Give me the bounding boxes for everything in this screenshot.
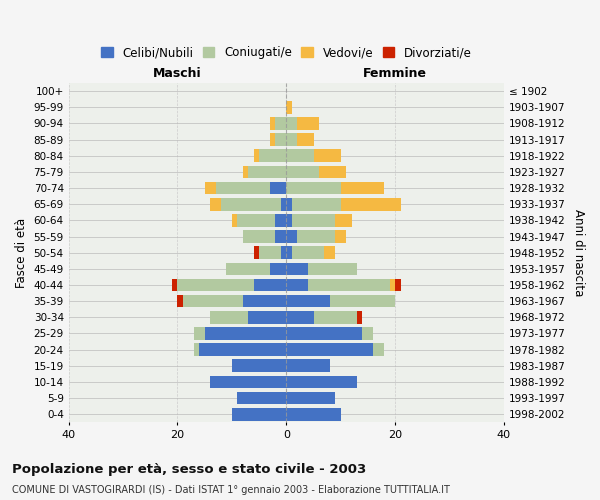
- Text: Femmine: Femmine: [363, 67, 427, 80]
- Bar: [275, 230, 286, 243]
- Bar: [210, 198, 221, 210]
- Bar: [281, 246, 286, 259]
- Y-axis label: Anni di nascita: Anni di nascita: [572, 209, 585, 296]
- Bar: [286, 262, 308, 275]
- Bar: [275, 117, 286, 130]
- Bar: [232, 360, 286, 372]
- Bar: [194, 327, 205, 340]
- Bar: [319, 166, 346, 178]
- Bar: [286, 117, 297, 130]
- Bar: [226, 262, 270, 275]
- Bar: [292, 246, 325, 259]
- Bar: [183, 295, 243, 308]
- Bar: [297, 230, 335, 243]
- Bar: [178, 278, 254, 291]
- Bar: [210, 311, 248, 324]
- Bar: [254, 246, 259, 259]
- Bar: [314, 150, 341, 162]
- Bar: [232, 214, 238, 226]
- Bar: [259, 246, 281, 259]
- Bar: [286, 150, 314, 162]
- Bar: [238, 214, 275, 226]
- Bar: [286, 246, 292, 259]
- Bar: [221, 198, 281, 210]
- Bar: [325, 246, 335, 259]
- Bar: [395, 278, 401, 291]
- Bar: [314, 311, 357, 324]
- Bar: [341, 182, 384, 194]
- Bar: [286, 360, 330, 372]
- Bar: [286, 392, 335, 404]
- Bar: [286, 278, 308, 291]
- Bar: [210, 376, 286, 388]
- Bar: [286, 101, 292, 114]
- Bar: [286, 198, 292, 210]
- Bar: [389, 278, 395, 291]
- Bar: [243, 166, 248, 178]
- Bar: [297, 117, 319, 130]
- Bar: [270, 182, 286, 194]
- Bar: [362, 327, 373, 340]
- Bar: [308, 278, 389, 291]
- Bar: [286, 311, 314, 324]
- Bar: [292, 214, 335, 226]
- Bar: [308, 262, 357, 275]
- Bar: [297, 134, 314, 146]
- Text: Popolazione per età, sesso e stato civile - 2003: Popolazione per età, sesso e stato civil…: [12, 462, 366, 475]
- Bar: [341, 198, 401, 210]
- Bar: [172, 278, 178, 291]
- Bar: [248, 311, 286, 324]
- Bar: [243, 295, 286, 308]
- Bar: [248, 166, 286, 178]
- Bar: [281, 198, 286, 210]
- Bar: [286, 134, 297, 146]
- Bar: [259, 150, 286, 162]
- Bar: [232, 408, 286, 420]
- Bar: [275, 214, 286, 226]
- Text: Maschi: Maschi: [153, 67, 202, 80]
- Bar: [254, 150, 259, 162]
- Bar: [254, 278, 286, 291]
- Bar: [286, 214, 292, 226]
- Bar: [243, 230, 275, 243]
- Bar: [205, 182, 215, 194]
- Bar: [335, 214, 352, 226]
- Bar: [286, 182, 341, 194]
- Bar: [205, 327, 286, 340]
- Bar: [286, 230, 297, 243]
- Bar: [194, 344, 199, 356]
- Bar: [238, 392, 286, 404]
- Bar: [270, 262, 286, 275]
- Bar: [270, 134, 275, 146]
- Bar: [178, 295, 183, 308]
- Bar: [286, 408, 341, 420]
- Bar: [270, 117, 275, 130]
- Text: COMUNE DI VASTOGIRARDI (IS) - Dati ISTAT 1° gennaio 2003 - Elaborazione TUTTITAL: COMUNE DI VASTOGIRARDI (IS) - Dati ISTAT…: [12, 485, 450, 495]
- Legend: Celibi/Nubili, Coniugati/e, Vedovi/e, Divorziati/e: Celibi/Nubili, Coniugati/e, Vedovi/e, Di…: [96, 42, 476, 64]
- Bar: [286, 327, 362, 340]
- Bar: [275, 134, 286, 146]
- Bar: [335, 230, 346, 243]
- Bar: [292, 198, 341, 210]
- Bar: [373, 344, 384, 356]
- Bar: [199, 344, 286, 356]
- Bar: [215, 182, 270, 194]
- Bar: [286, 295, 330, 308]
- Bar: [330, 295, 395, 308]
- Bar: [286, 166, 319, 178]
- Bar: [286, 344, 373, 356]
- Bar: [357, 311, 362, 324]
- Bar: [286, 376, 357, 388]
- Y-axis label: Fasce di età: Fasce di età: [15, 218, 28, 288]
